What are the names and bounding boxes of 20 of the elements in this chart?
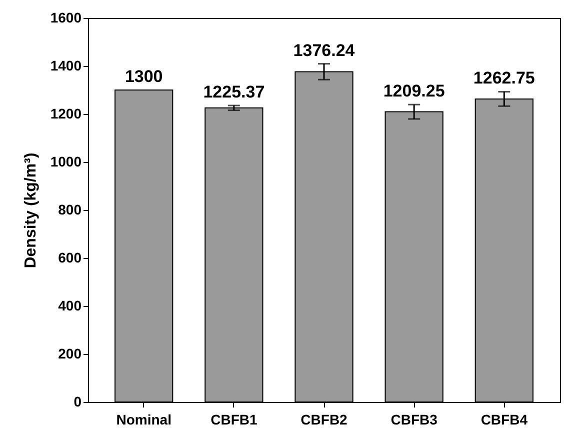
data-label: 1209.25 [383,82,445,101]
y-tick-label: 400 [58,298,82,314]
x-tick-label: Nominal [116,412,172,428]
data-label: 1376.24 [293,40,356,60]
y-tick-label: 800 [58,202,82,218]
data-label: 1300 [124,67,163,86]
y-tick-label: 0 [74,394,82,410]
y-tick-label: 600 [58,250,82,266]
data-label: 1225.37 [203,82,265,102]
y-axis-title: Density (kg/m³) [22,152,40,268]
x-tick-label: CBFB3 [390,412,438,428]
y-tick-label: 1000 [50,154,82,170]
y-tick-label: 200 [58,346,82,362]
x-tick-label: CBFB4 [480,412,528,428]
x-tick-label: CBFB2 [300,412,348,428]
y-tick-label: 1600 [50,10,82,26]
data-label: 1262.75 [473,68,535,88]
y-tick-label: 1400 [50,58,82,74]
x-tick-label: CBFB1 [210,412,258,428]
y-tick-label: 1200 [50,106,82,122]
